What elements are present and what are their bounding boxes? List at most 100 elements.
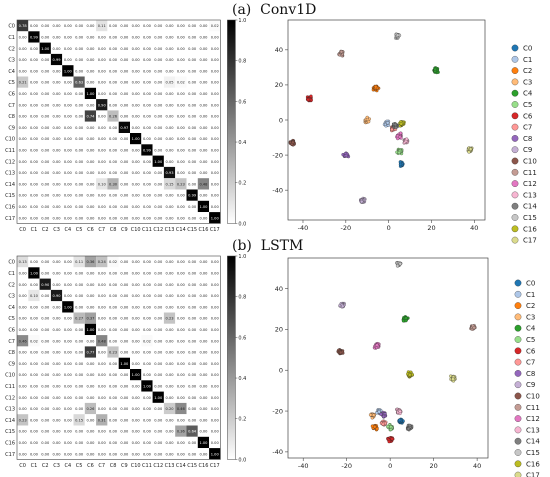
legend-label: C10 [526, 393, 540, 401]
heatmap-cell-value: 0.00 [64, 171, 73, 175]
heatmap-cell-value: 0.00 [132, 205, 141, 209]
heatmap-cell-value: 0.02 [143, 339, 151, 343]
heatmap-cell-value: 0.00 [166, 396, 175, 400]
legend-label: C5 [526, 336, 535, 344]
heatmap-cell [209, 369, 221, 381]
heatmap-cell [107, 212, 119, 224]
heatmap-cell [84, 425, 97, 437]
heatmap-cell-value: 0.00 [98, 351, 107, 355]
heatmap-cell-value: 0.00 [177, 126, 186, 130]
heatmap-cell [96, 133, 108, 145]
heatmap-cell-value: 0.00 [120, 171, 129, 175]
heatmap-cell-value: 0.00 [177, 305, 186, 309]
heatmap-cell-value: 0.00 [75, 205, 84, 209]
legend-label: C4 [526, 325, 536, 333]
heatmap-cell-value: 0.00 [53, 137, 62, 141]
heatmap-cell-value: 0.00 [166, 271, 175, 275]
heatmap-cell [175, 65, 187, 77]
heatmap-cell-value: 0.00 [143, 396, 152, 400]
heatmap-cell-value: 0.00 [53, 35, 62, 39]
heatmap-cell [17, 414, 29, 426]
heatmap-cell [62, 76, 74, 88]
legend-label: C9 [526, 381, 535, 389]
heatmap-cell [163, 20, 176, 32]
heatmap-cell [17, 20, 29, 32]
heatmap-cell [175, 76, 187, 88]
heatmap-cell-value: 0.00 [64, 373, 73, 377]
heatmap-cell [186, 289, 198, 302]
heatmap-cell [130, 346, 142, 358]
heatmap-cell-value: 0.00 [199, 260, 208, 264]
heatmap-cell-value: 0.00 [98, 194, 107, 198]
heatmap-cell [96, 402, 108, 415]
heatmap-cell [17, 166, 29, 179]
heatmap-cell-value: 0.00 [132, 216, 141, 220]
heatmap-row-label: C3 [8, 58, 15, 64]
heatmap-cell [50, 87, 63, 100]
heatmap-cell-value: 0.00 [53, 24, 62, 28]
heatmap-cell-value: 0.00 [41, 441, 50, 445]
heatmap-cell-value: 0.00 [53, 339, 62, 343]
heatmap-cell [175, 346, 187, 358]
heatmap-col-label: C8 [110, 463, 117, 469]
heatmap-cell-value: 0.00 [53, 126, 62, 130]
heatmap-row-label: C7 [8, 339, 15, 345]
heatmap-cell-value: 0.02 [30, 339, 38, 343]
heatmap-cell-value: 0.00 [143, 115, 152, 119]
heatmap-cell [17, 53, 29, 66]
heatmap-cell [62, 200, 74, 213]
heatmap-cell-value: 0.00 [19, 396, 28, 400]
heatmap-cell [107, 346, 119, 358]
heatmap-cell [107, 42, 119, 54]
heatmap-cell [62, 99, 74, 111]
heatmap-cell [50, 155, 63, 167]
y-tick-label: 40 [275, 285, 283, 293]
heatmap-cell [163, 323, 176, 336]
heatmap-cell-value: 0.99 [30, 35, 39, 39]
heatmap-cell [73, 391, 85, 403]
heatmap-cell-value: 0.00 [19, 373, 28, 377]
heatmap-cell-value: 0.00 [199, 115, 208, 119]
heatmap-cell-value: 0.00 [41, 92, 50, 96]
heatmap-cell-value: 0.00 [211, 373, 220, 377]
heatmap-cell-value: 0.00 [211, 69, 220, 73]
heatmap-cell-value: 0.02 [177, 81, 185, 85]
scatter-point [398, 162, 403, 167]
heatmap-cell [186, 76, 198, 88]
heatmap-cell [73, 436, 85, 449]
heatmap-cell-value: 0.00 [64, 194, 73, 198]
heatmap-cell [17, 99, 29, 111]
heatmap-cell-value: 0.90 [41, 283, 50, 287]
heatmap-cell [152, 357, 164, 369]
heatmap-cell-value: 0.00 [41, 126, 50, 130]
heatmap-cell [175, 267, 187, 279]
heatmap-cell [17, 312, 29, 324]
heatmap-cell-value: 0.00 [166, 115, 175, 119]
heatmap-cell [73, 256, 85, 268]
scatter-point [381, 422, 385, 426]
heatmap-cell [28, 200, 40, 213]
heatmap-cell [73, 87, 85, 100]
heatmap-cell-value: 0.00 [199, 430, 208, 434]
heatmap-cell-value: 0.00 [53, 103, 62, 107]
heatmap-cell-value: 0.46 [177, 407, 186, 411]
b-heatmap: 0.13 0.00 0.00 0.00 0.00 0.11 0.36 0.24 0.02 0.00… [5, 254, 246, 469]
heatmap-cell [62, 121, 74, 133]
heatmap-cell [84, 42, 97, 54]
heatmap-cell-value: 0.00 [166, 35, 175, 39]
heatmap-cell [152, 166, 164, 179]
heatmap-cell-value: 0.00 [75, 407, 84, 411]
heatmap-cell-value: 0.00 [211, 126, 220, 130]
heatmap-col-label: C14 [176, 463, 186, 469]
heatmap-cell-value: 0.00 [30, 418, 39, 422]
heatmap-cell [17, 289, 29, 302]
heatmap-cell [186, 402, 198, 415]
heatmap-cell-value: 0.00 [166, 137, 175, 141]
heatmap-cell [28, 323, 40, 336]
legend-label: C9 [523, 146, 532, 154]
heatmap-cell-value: 0.00 [41, 35, 50, 39]
heatmap-cell-value: 0.00 [188, 182, 197, 186]
heatmap-cell [39, 166, 51, 179]
heatmap-cell-value: 0.00 [98, 126, 107, 130]
legend-marker [511, 78, 519, 86]
